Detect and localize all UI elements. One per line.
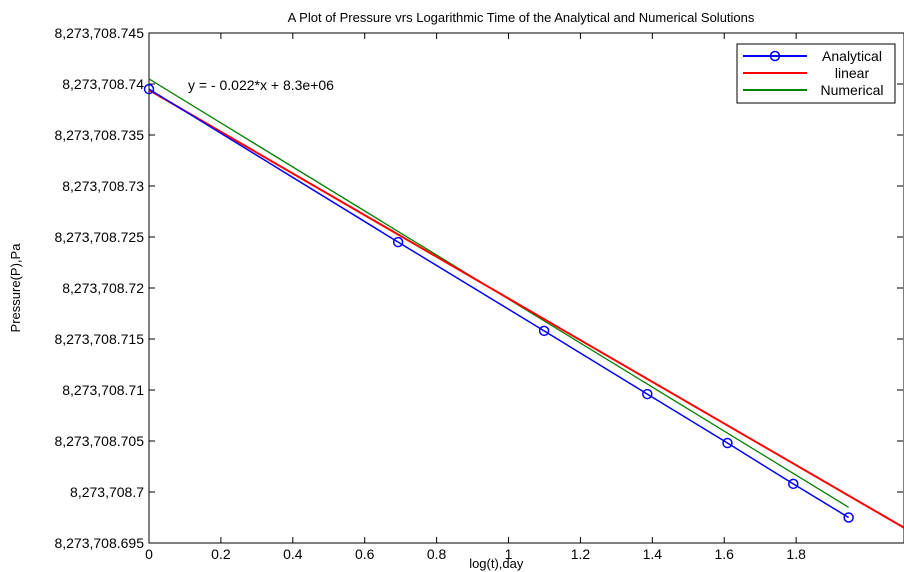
data-point-analytical xyxy=(788,478,799,490)
data-point-analytical xyxy=(392,236,404,248)
x-tick-label: 0.2 xyxy=(211,546,231,562)
y-tick-label: 8,273,708.715 xyxy=(54,331,144,347)
x-tick-label: 0.6 xyxy=(355,546,375,562)
legend-marker-analytical xyxy=(769,50,781,62)
data-point-analytical xyxy=(843,512,854,523)
y-tick-label: 8,273,708.725 xyxy=(54,229,144,245)
x-tick-label: 1.4 xyxy=(643,546,663,562)
y-tick-label: 8,273,708.735 xyxy=(54,127,144,143)
x-tick-label: 0.8 xyxy=(427,546,447,562)
y-tick-label: 8,273,708.72 xyxy=(62,280,144,296)
plot-area xyxy=(148,32,904,544)
y-tick-label: 8,273,708.745 xyxy=(54,25,144,41)
chart-title: A Plot of Pressure vrs Logarithmic Time … xyxy=(288,10,755,25)
data-point-analytical xyxy=(538,325,550,337)
legend-label-linear: linear xyxy=(835,65,870,81)
x-axis-label: log(t),day xyxy=(469,556,524,571)
x-tick-label: 0.4 xyxy=(283,546,303,562)
legend-label-analytical: Analytical xyxy=(822,48,882,64)
series-line-analytical xyxy=(149,88,850,519)
y-axis: 8,273,708.695 8,273,708.7 8,273,708.705 8,2… xyxy=(54,25,903,551)
data-point-analytical xyxy=(722,437,733,449)
y-tick-label: 8,273,708.695 xyxy=(54,535,144,551)
y-tick-label: 8,273,708.7 xyxy=(70,484,144,500)
data-point-analytical xyxy=(642,388,653,400)
fit-equation-annotation: y = - 0.022*x + 8.3e+06 xyxy=(188,77,334,93)
y-axis-label: Pressure(P),Pa xyxy=(8,243,23,333)
series-layer xyxy=(143,78,904,529)
x-axis: 0 0.2 0.4 0.6 0.8 1 1.2 1.4 1.6 1.8 xyxy=(145,33,806,562)
legend-label-numerical: Numerical xyxy=(820,82,883,98)
series-line-linear xyxy=(149,89,904,529)
x-tick-label: 1.8 xyxy=(786,546,806,562)
x-tick-label: 1.6 xyxy=(715,546,735,562)
x-tick-label: 0 xyxy=(145,546,153,562)
x-tick-label: 1.2 xyxy=(571,546,591,562)
x-tick-label: 1 xyxy=(505,546,513,562)
y-tick-label: 8,273,708.74 xyxy=(62,76,144,92)
data-point-analytical xyxy=(143,83,155,95)
y-tick-label: 8,273,708.71 xyxy=(62,382,144,398)
y-tick-label: 8,273,708.705 xyxy=(54,433,144,449)
y-tick-label: 8,273,708.73 xyxy=(62,178,144,194)
